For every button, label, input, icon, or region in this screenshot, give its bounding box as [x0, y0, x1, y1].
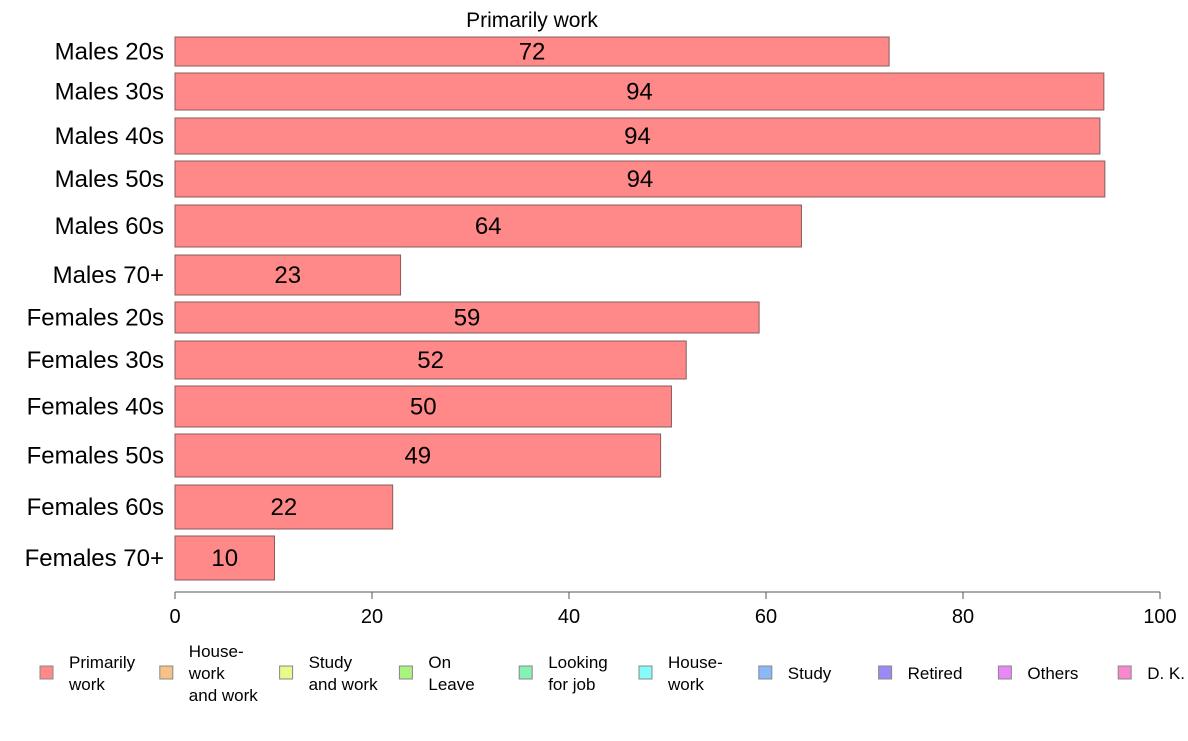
bar-value-label: 94	[626, 79, 653, 106]
legend-label: D. K.	[1147, 664, 1185, 683]
legend-label: Study	[788, 664, 832, 683]
legend-label: Others	[1027, 664, 1078, 683]
legend-swatch	[159, 665, 174, 680]
bar	[174, 340, 687, 380]
bar	[174, 254, 402, 296]
legend-swatch	[758, 665, 773, 680]
bar-value-label: 94	[627, 166, 654, 193]
category-label: Males 30s	[55, 79, 164, 106]
category-label: Females 20s	[27, 305, 164, 332]
bar	[174, 160, 1106, 198]
legend-item: House-work	[638, 653, 723, 694]
legend-swatch	[997, 665, 1012, 680]
bar	[174, 433, 662, 478]
legend-swatch	[878, 665, 893, 680]
bar-value-label: 52	[417, 347, 444, 374]
bar	[174, 385, 672, 428]
category-label: Males 60s	[55, 213, 164, 240]
category-labels-group: Males 20s Males 30s Males 40s Males 50s Male…	[25, 39, 164, 573]
bar-value-label: 23	[274, 262, 301, 289]
bar	[174, 72, 1105, 111]
bar	[174, 535, 275, 581]
legend-swatch	[1117, 665, 1132, 680]
legend-label: and work	[189, 686, 258, 705]
bar-value-label: 94	[624, 123, 651, 150]
legend-swatch	[398, 665, 413, 680]
legend-label: Looking	[548, 653, 608, 672]
category-label: Females 50s	[27, 443, 164, 470]
legend-label: House-	[668, 653, 723, 672]
category-label: Females 70+	[25, 545, 164, 572]
legend-item: Primarily work	[39, 653, 136, 694]
legend-label: work	[68, 675, 105, 694]
x-tick-label: 60	[755, 606, 777, 628]
legend-item: House-work and work	[159, 642, 258, 705]
category-label: Females 30s	[27, 347, 164, 374]
bar	[174, 204, 802, 248]
bar-value-label: 50	[410, 394, 437, 421]
legend-swatch	[518, 665, 533, 680]
legend-label: and work	[309, 675, 378, 694]
legend-swatch	[638, 665, 653, 680]
x-tick-label: 100	[1143, 606, 1176, 628]
x-tick-label: 20	[361, 606, 383, 628]
bar	[174, 117, 1101, 155]
bar-value-label: 49	[404, 443, 431, 470]
category-label: Males 50s	[55, 166, 164, 193]
category-label: Males 40s	[55, 123, 164, 150]
legend-label: House-	[189, 642, 244, 661]
legend-label: Study	[309, 653, 353, 672]
x-axis: 0 20 40 60 80 100	[169, 591, 1177, 628]
legend-item: On Leave	[398, 653, 475, 694]
legend-item: Study and work	[279, 653, 378, 694]
category-label: Females 60s	[27, 494, 164, 521]
legend-swatch	[279, 665, 294, 680]
bar-value-label: 22	[270, 494, 297, 521]
bar-value-label: 59	[454, 305, 481, 332]
legend-label: for job	[548, 675, 595, 694]
bar	[174, 36, 890, 67]
category-label: Females 40s	[27, 394, 164, 421]
bar-value-label: 72	[519, 39, 546, 66]
legend-item: Others	[997, 664, 1078, 683]
bar	[174, 301, 760, 334]
x-tick-label: 0	[169, 606, 180, 628]
legend-item: D. K.	[1117, 664, 1185, 683]
x-tick-label: 80	[952, 606, 974, 628]
legend-label: Retired	[908, 664, 963, 683]
category-label: Males 20s	[55, 39, 164, 66]
category-label: Males 70+	[53, 262, 164, 289]
bar-value-label: 10	[211, 545, 238, 572]
legend-item: Retired	[878, 664, 963, 683]
chart-title: Primarily work	[466, 9, 598, 32]
legend-label: work	[188, 664, 225, 683]
legend-item: Looking for job	[518, 653, 608, 694]
legend-label: Primarily	[69, 653, 136, 672]
legend-label: Leave	[428, 675, 474, 694]
legend-label: work	[667, 675, 704, 694]
bar	[174, 484, 394, 530]
x-tick-label: 40	[558, 606, 580, 628]
legend-swatch	[39, 665, 54, 680]
bar-value-label: 64	[475, 213, 502, 240]
bars-group: 72 94 94 94 64 23 59 52 50 49 22 10	[174, 36, 1106, 581]
legend-item: Study	[758, 664, 832, 683]
legend-label: On	[428, 653, 451, 672]
